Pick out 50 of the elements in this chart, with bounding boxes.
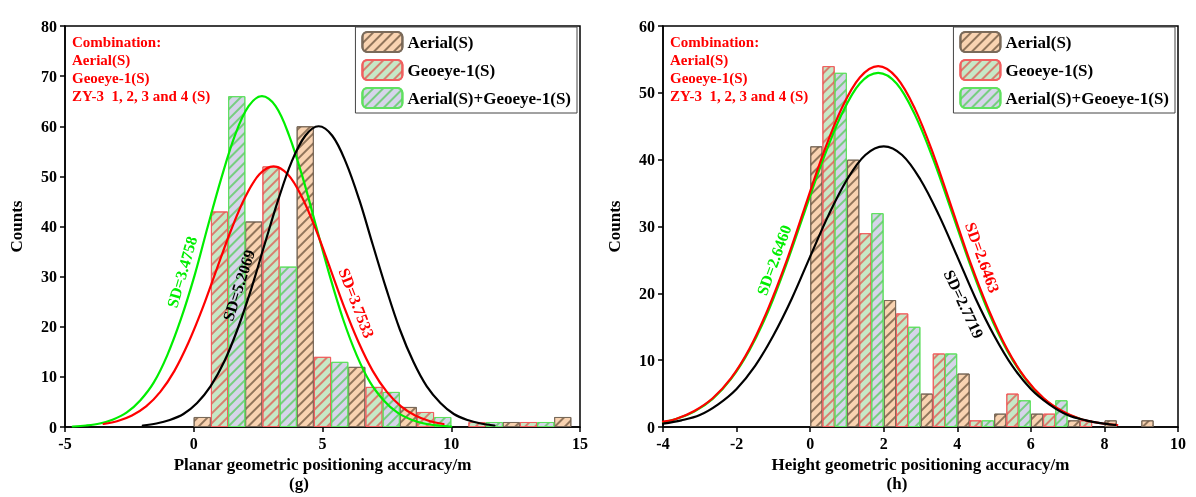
y-tick-label: 10 — [639, 351, 655, 369]
y-axis-title: Counts — [7, 200, 26, 253]
legend-label: Aerial(S)+Geoeye-1(S) — [1005, 88, 1169, 108]
y-tick-label: 50 — [639, 84, 655, 102]
x-tick-label: 10 — [1170, 434, 1186, 452]
y-tick-label: 50 — [41, 167, 57, 185]
y-tick-label: 20 — [639, 284, 655, 302]
legend-label: Aerial(S) — [407, 32, 474, 52]
y-tick-label: 60 — [41, 117, 57, 135]
y-tick-label: 10 — [41, 368, 57, 386]
legend-label: Geoeye-1(S) — [1005, 60, 1094, 80]
y-tick-label: 30 — [639, 218, 655, 235]
annotation: Combination: — [670, 33, 760, 50]
annotation: Geoeye-1(S) — [72, 69, 150, 87]
annotation: Aerial(S) — [670, 51, 729, 69]
legend-label: Aerial(S)+Geoeye-1(S) — [407, 88, 571, 108]
legend-label: Aerial(S) — [1005, 32, 1072, 52]
x-tick-label: 8 — [1100, 434, 1109, 452]
legend-label: Geoeye-1(S) — [407, 60, 496, 80]
y-tick-label: 60 — [639, 17, 655, 35]
x-tick-label: 0 — [189, 434, 198, 452]
x-tick-label: 5 — [318, 434, 327, 452]
annotation: Aerial(S) — [72, 51, 131, 69]
y-tick-label: 40 — [41, 218, 57, 235]
annotation: ZY-3 1, 2, 3 and 4 (S) — [670, 87, 809, 105]
x-tick-label: 6 — [1026, 434, 1035, 452]
y-tick-label: 0 — [49, 418, 57, 436]
annotation: Combination: — [72, 33, 162, 50]
text: (h) — [886, 474, 908, 493]
y-tick-label: 80 — [41, 17, 57, 35]
x-tick-label: 0 — [806, 434, 815, 452]
y-tick-label: 0 — [647, 418, 655, 436]
x-tick-label: 15 — [572, 434, 588, 452]
y-tick-label: 40 — [639, 151, 655, 169]
x-tick-label: -5 — [58, 434, 72, 452]
annotation: ZY-3 1, 2, 3 and 4 (S) — [72, 87, 211, 105]
x-tick-label: 2 — [879, 434, 888, 452]
y-tick-label: 70 — [41, 67, 57, 85]
y-axis-title: Counts — [605, 200, 624, 253]
x-axis-title: Planar geometric positioning accuracy/m — [173, 454, 472, 474]
line-series — [102, 165, 445, 426]
y-tick-label: 30 — [41, 268, 57, 286]
x-tick-label: -2 — [729, 434, 744, 452]
x-axis-title: Height geometric positioning accuracy/m — [771, 454, 1070, 474]
y-tick-label: 20 — [41, 318, 57, 336]
x-tick-label: 10 — [443, 434, 460, 452]
x-tick-label: 4 — [953, 434, 962, 452]
annotation: Geoeye-1(S) — [670, 69, 748, 87]
x-tick-label: -4 — [656, 434, 670, 452]
text: (g) — [289, 474, 309, 493]
